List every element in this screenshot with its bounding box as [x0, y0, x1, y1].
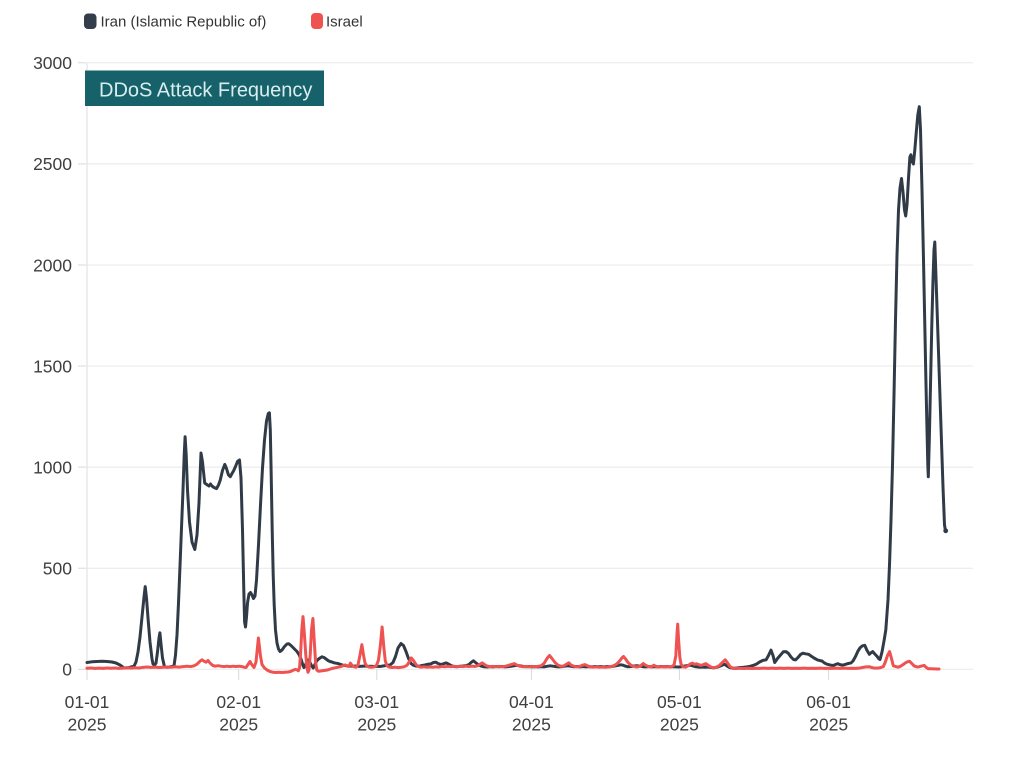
svg-text:1000: 1000: [33, 457, 72, 477]
svg-text:2025: 2025: [512, 715, 551, 735]
svg-text:Israel: Israel: [326, 14, 363, 31]
svg-text:02-01: 02-01: [216, 692, 261, 712]
svg-text:2500: 2500: [33, 154, 72, 174]
svg-text:2000: 2000: [33, 255, 72, 275]
svg-text:2025: 2025: [68, 715, 107, 735]
svg-text:3000: 3000: [33, 53, 72, 73]
svg-text:01-01: 01-01: [65, 692, 110, 712]
svg-text:05-01: 05-01: [657, 692, 702, 712]
svg-text:2025: 2025: [357, 715, 396, 735]
svg-text:0: 0: [62, 660, 72, 680]
svg-text:06-01: 06-01: [806, 692, 851, 712]
svg-text:04-01: 04-01: [509, 692, 554, 712]
svg-text:03-01: 03-01: [354, 692, 399, 712]
svg-text:2025: 2025: [219, 715, 258, 735]
svg-text:2025: 2025: [809, 715, 848, 735]
svg-text:500: 500: [43, 559, 72, 579]
svg-text:1500: 1500: [33, 356, 72, 376]
svg-text:2025: 2025: [660, 715, 699, 735]
svg-text:DDoS Attack Frequency: DDoS Attack Frequency: [99, 80, 312, 102]
svg-text:Iran (Islamic Republic of): Iran (Islamic Republic of): [101, 14, 267, 31]
